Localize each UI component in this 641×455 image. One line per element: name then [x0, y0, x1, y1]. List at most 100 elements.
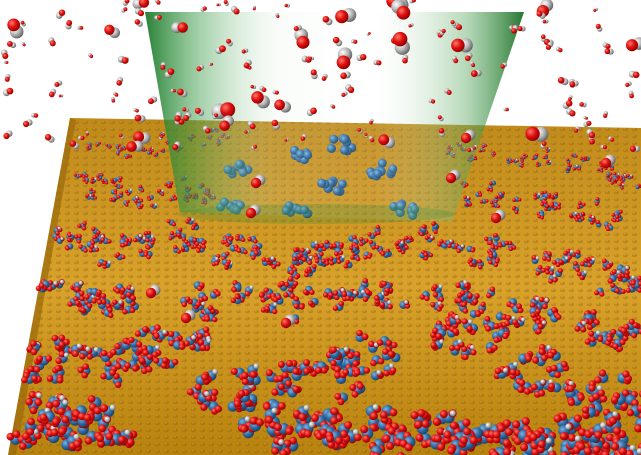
hydrogen-atom — [109, 404, 116, 411]
oxygen-atom — [621, 389, 630, 397]
gas-oxygen-atom — [629, 93, 634, 99]
gas-oxygen-atom — [364, 133, 368, 136]
oxygen-atom — [605, 174, 609, 178]
gas-oxygen-atom — [293, 26, 299, 32]
gas-oxygen-atom — [396, 5, 411, 20]
oxygen-atom — [567, 433, 576, 442]
oxygen-atom — [241, 377, 249, 386]
oxygen-atom — [544, 269, 550, 275]
oxygen-atom — [491, 203, 495, 208]
oxygen-atom — [200, 403, 208, 411]
oxygen-atom — [519, 156, 523, 160]
gas-oxygen-atom — [250, 84, 254, 89]
oxygen-atom — [289, 293, 296, 299]
oxygen-atom — [558, 259, 564, 265]
oxygen-atom — [330, 346, 337, 354]
oxygen-atom — [384, 287, 390, 293]
oxygen-atom — [546, 251, 552, 257]
gas-oxygen-atom — [214, 113, 219, 118]
oxygen-atom — [550, 203, 555, 207]
oxygen-atom — [82, 178, 86, 182]
oxygen-atom — [540, 215, 544, 220]
adsorbed-co-oxygen — [180, 312, 192, 324]
oxygen-atom — [365, 289, 371, 296]
oxygen-atom — [577, 442, 586, 451]
oxygen-atom — [277, 401, 286, 410]
hydrogen-atom — [155, 344, 160, 350]
oxygen-atom — [292, 280, 299, 287]
oxygen-atom — [144, 230, 149, 236]
oxygen-atom — [478, 149, 482, 153]
oxygen-atom — [72, 350, 79, 358]
oxygen-atom — [149, 150, 152, 154]
oxygen-atom — [558, 268, 564, 274]
oxygen-atom — [120, 293, 126, 300]
oxygen-atom — [376, 339, 384, 346]
oxygen-atom — [146, 353, 154, 360]
oxygen-atom — [573, 414, 582, 423]
gas-oxygen-atom — [202, 6, 207, 11]
oxygen-atom — [543, 200, 548, 205]
oxygen-atom — [634, 424, 641, 433]
gas-oxygen-atom — [134, 114, 142, 122]
oxygen-atom — [421, 419, 430, 428]
oxygen-atom — [304, 429, 312, 438]
oxygen-atom — [84, 436, 93, 445]
oxygen-atom — [423, 252, 428, 257]
oxygen-atom — [93, 406, 102, 415]
oxygen-atom — [589, 336, 596, 343]
gas-oxygen-atom — [7, 18, 21, 32]
gas-oxygen-atom — [310, 107, 317, 115]
oxygen-atom — [30, 340, 37, 347]
oxygen-atom — [363, 255, 368, 260]
oxygen-atom — [631, 399, 639, 407]
oxygen-atom — [554, 192, 559, 196]
oxygen-atom — [430, 342, 437, 349]
oxygen-atom — [36, 424, 45, 432]
adsorbed-co-oxygen — [600, 157, 612, 169]
oxygen-atom — [58, 334, 66, 342]
oxygen-atom — [575, 267, 580, 272]
oxygen-atom — [435, 332, 442, 340]
oxygen-atom — [81, 226, 87, 231]
oxygen-atom — [554, 371, 561, 379]
gas-oxygen-atom — [411, 0, 416, 3]
hydrogen-atom — [460, 244, 465, 248]
oxygen-atom — [486, 347, 493, 354]
gas-oxygen-atom — [252, 7, 256, 11]
oxygen-atom — [88, 248, 93, 253]
oxygen-atom — [235, 236, 240, 241]
hydrogen-atom — [629, 444, 636, 452]
oxygen-atom — [114, 183, 118, 188]
oxygen-atom — [579, 261, 585, 267]
oxygen-atom — [279, 280, 285, 287]
oxygen-atom — [145, 238, 150, 243]
gas-oxygen-atom — [54, 81, 60, 88]
oxygen-atom — [117, 144, 121, 147]
oxygen-atom — [542, 156, 546, 160]
oxygen-atom — [150, 203, 154, 208]
hydrogen-atom — [53, 281, 58, 286]
oxygen-atom — [52, 399, 60, 408]
oxygen-atom — [249, 416, 258, 425]
oxygen-atom — [540, 267, 546, 273]
hydrogen-atom — [564, 256, 569, 260]
oxygen-atom — [509, 368, 517, 376]
oxygen-atom — [560, 360, 568, 368]
oxygen-atom — [85, 174, 89, 178]
oxygen-atom — [271, 264, 277, 270]
hydrogen-atom — [454, 314, 460, 320]
oxygen-atom — [508, 246, 514, 252]
oxygen-atom — [610, 282, 616, 288]
oxygen-atom — [184, 296, 191, 302]
oxygen-atom — [250, 255, 256, 261]
oxygen-atom — [79, 352, 86, 360]
oxygen-atom — [467, 292, 473, 299]
oxygen-atom — [436, 427, 445, 436]
hydrogen-atom — [404, 300, 409, 305]
gas-oxygen-atom — [241, 49, 246, 54]
oxygen-atom — [503, 447, 512, 455]
oxygen-atom — [260, 297, 266, 303]
hydrogen-atom — [568, 380, 574, 386]
hydrogen-atom — [76, 343, 82, 349]
